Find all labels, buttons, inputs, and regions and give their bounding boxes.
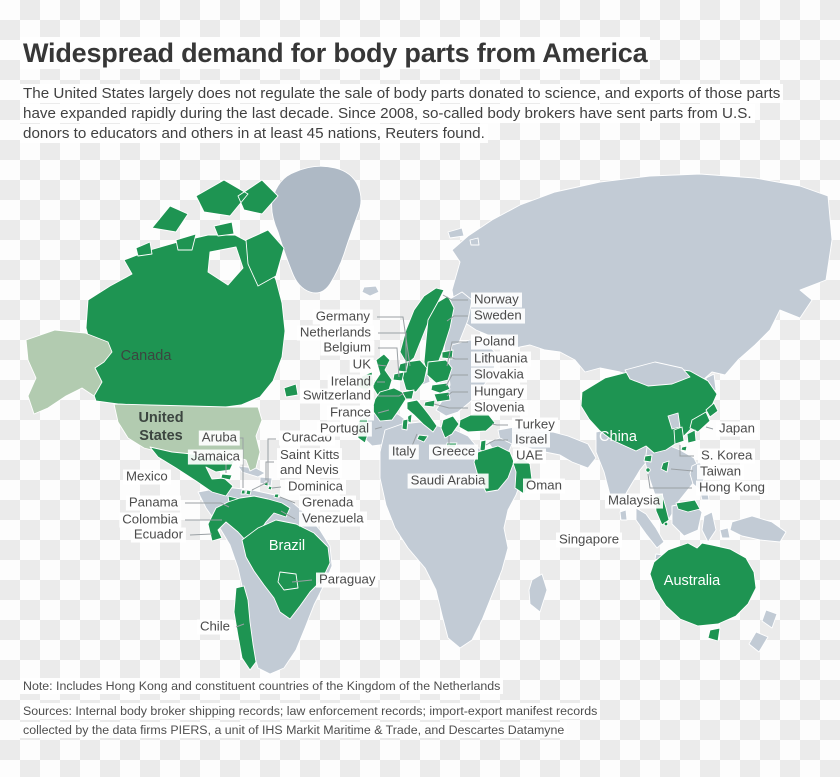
map-label-slovakia: Slovakia: [471, 367, 527, 383]
map-newfoundland: [283, 383, 299, 398]
map-svalbard: [447, 227, 480, 246]
map-south-korea: [673, 426, 688, 452]
map-italy: [401, 399, 438, 443]
map-label-malaysia: Malaysia: [605, 493, 664, 509]
map-label-brazil: Brazil: [268, 537, 306, 554]
map-label-dominica: Dominica: [285, 479, 346, 495]
sources: Sources: Internal body broker shipping r…: [20, 702, 601, 739]
map-canada-arctic-islands: [135, 179, 285, 287]
map-norway: [399, 287, 445, 365]
map-japan: [686, 402, 719, 444]
map-canada: [85, 234, 286, 409]
map-france: [371, 387, 413, 424]
map-colombia-venezuela: [207, 495, 291, 544]
map-label-jamaica: Jamaica: [187, 449, 243, 465]
map-label-aruba: Aruba: [198, 430, 240, 446]
map-label-australia: Australia: [663, 572, 721, 589]
intro-text: The United States largely does not regul…: [20, 84, 784, 143]
map-greenland: [271, 165, 362, 294]
map-sumatra: [635, 507, 665, 549]
map-hungary: [433, 391, 451, 403]
map-new-guinea: [729, 515, 787, 543]
map-turkey: [458, 412, 496, 433]
map-madagascar: [528, 573, 548, 613]
map-label-slovenia: Slovenia: [471, 400, 528, 416]
map-australia: [649, 542, 757, 642]
sources-text: Sources: Internal body broker shipping r…: [20, 703, 601, 738]
map-label-saint-kitts-and-nevis: Saint Kitts and Nevis: [277, 447, 343, 478]
map-new-zealand: [748, 609, 778, 653]
intro-paragraph: The United States largely does not regul…: [20, 84, 786, 144]
map-label-saudi-arabia: Saudi Arabia: [407, 473, 489, 489]
map-north-korea: [667, 412, 681, 430]
page-title-text: Widespread demand for body parts from Am…: [20, 37, 651, 69]
map-label-netherlands: Netherlands: [296, 325, 374, 341]
map-label-colombia: Colombia: [119, 512, 181, 528]
map-label-sweden: Sweden: [471, 308, 525, 324]
map-label-uk: UK: [349, 357, 374, 373]
map-label-singapore: Singapore: [556, 532, 623, 548]
map-uk: [371, 353, 393, 397]
footnote-text: Note: Includes Hong Kong and constituent…: [20, 678, 504, 694]
map-label-switzerland: Switzerland: [299, 388, 374, 404]
leader-lines: [185, 294, 714, 628]
map-slovakia: [430, 382, 451, 394]
map-sri-lanka: [619, 509, 628, 521]
map-label-japan: Japan: [716, 421, 758, 437]
map-caribbean-islands: [220, 473, 280, 499]
map-label-israel: Israel: [512, 432, 551, 448]
map-label-s-korea: S. Korea: [698, 448, 756, 464]
map-label-france: France: [326, 405, 374, 421]
map-label-taiwan: Taiwan: [697, 464, 745, 480]
map-taiwan: [660, 460, 670, 473]
map-russia: [451, 173, 833, 409]
map-label-venezuela: Venezuela: [299, 511, 367, 527]
map-chile: [233, 585, 257, 671]
map-label-lithuania: Lithuania: [471, 351, 531, 367]
map-paraguay: [277, 571, 299, 591]
map-poland: [426, 359, 453, 384]
map-label-italy: Italy: [388, 444, 419, 460]
map-alaska: [25, 329, 113, 415]
map-label-chile: Chile: [196, 619, 233, 635]
map-sweden: [423, 295, 455, 377]
map-label-hong-kong: Hong Kong: [696, 480, 768, 496]
map-label-portugal: Portugal: [316, 421, 372, 437]
map-label-ecuador: Ecuador: [130, 527, 186, 543]
map-label-mexico: Mexico: [123, 469, 171, 485]
map-label-hungary: Hungary: [471, 384, 527, 400]
map-label-oman: Oman: [523, 478, 565, 494]
map-label-belgium: Belgium: [320, 340, 374, 356]
map-label-turkey: Turkey: [512, 417, 558, 433]
map-label-canada: Canada: [120, 347, 172, 364]
map-label-greece: Greece: [429, 444, 479, 460]
map-brazil: [241, 519, 331, 620]
map-label-paraguay: Paraguay: [316, 572, 379, 588]
footnote: Note: Includes Hong Kong and constituent…: [20, 678, 504, 694]
map-label-germany: Germany: [312, 309, 373, 325]
map-singapore: [663, 521, 669, 527]
map-label-grenada: Grenada: [299, 495, 357, 511]
map-label-china: China: [599, 428, 637, 445]
map-iceland: [361, 285, 380, 297]
map-label-panama: Panama: [125, 495, 181, 511]
map-sulawesi: [701, 511, 717, 543]
map-label-norway: Norway: [471, 292, 522, 308]
map-label-uae: UAE: [513, 448, 547, 464]
map-slovenia: [423, 399, 436, 408]
page-title: Widespread demand for body parts from Am…: [20, 37, 651, 69]
map-label-ireland: Ireland: [327, 374, 374, 390]
map-label-poland: Poland: [471, 334, 519, 350]
map-mongolia: [624, 361, 691, 387]
map-hong-kong: [645, 467, 651, 473]
map-label-united-states: United States: [138, 409, 184, 444]
